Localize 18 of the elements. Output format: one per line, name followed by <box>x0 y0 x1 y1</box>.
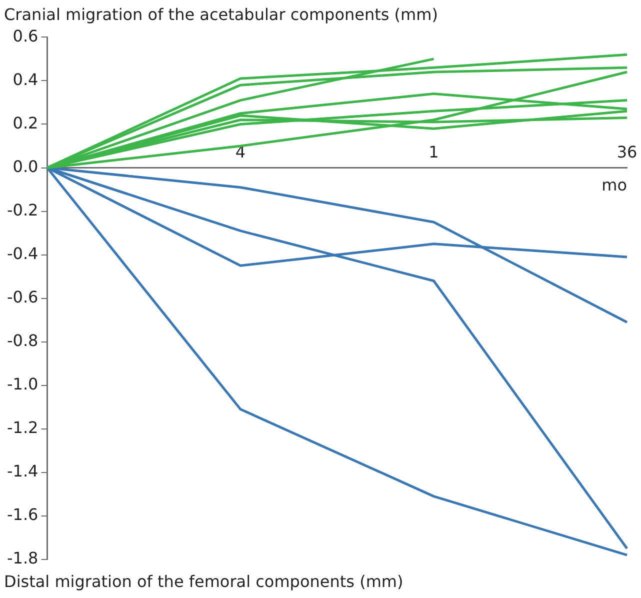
y-tick-label: 0.4 <box>12 70 38 89</box>
x-tick-label: 36 <box>616 142 638 162</box>
x-tick-label: 1 <box>428 142 439 162</box>
chart-title: Cranial migration of the acetabular components (mm) <box>4 4 438 24</box>
y-tick-label: 0.2 <box>12 113 38 132</box>
y-tick-label: 0.6 <box>12 26 38 46</box>
x-axis-title: mo <box>602 176 627 195</box>
y-tick-label: -0.8 <box>7 330 38 350</box>
y-tick-label: -0.4 <box>7 244 38 263</box>
y-tick-label: 0.0 <box>12 156 38 176</box>
text: Distal migration of the femoral components (mm) <box>4 572 404 591</box>
y-tick-label: -0.6 <box>7 287 38 306</box>
y-tick-label: -1.4 <box>7 462 38 481</box>
y-tick-label: -1.6 <box>7 505 38 524</box>
y-tick-label: -1.2 <box>7 418 38 438</box>
y-tick-label: -1.0 <box>7 374 38 394</box>
y-tick-label: -0.2 <box>7 200 38 220</box>
y-tick-label: -1.8 <box>7 548 38 568</box>
